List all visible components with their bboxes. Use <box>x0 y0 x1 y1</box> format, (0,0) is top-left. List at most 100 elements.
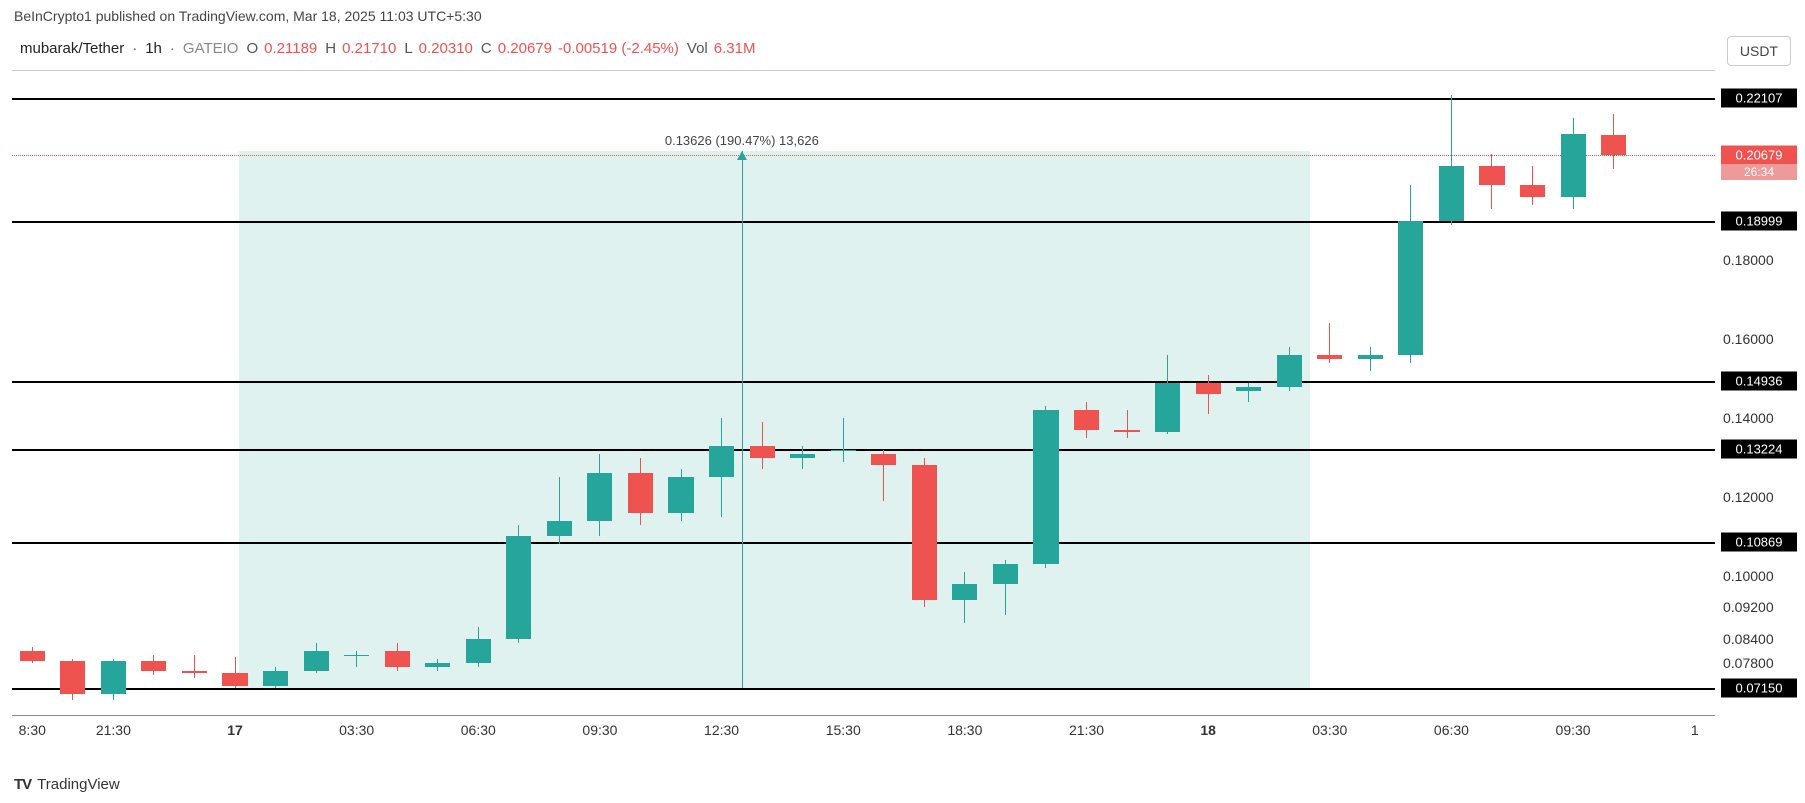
interval[interactable]: 1h <box>145 40 162 57</box>
y-axis-tick: 0.18000 <box>1723 252 1793 268</box>
exchange: GATEIO <box>183 40 239 57</box>
candle-body[interactable] <box>1358 355 1383 359</box>
hline-price-label: 0.13224 <box>1721 439 1797 458</box>
candle-body[interactable] <box>506 536 531 639</box>
l-value: 0.20310 <box>419 40 473 57</box>
horizontal-line[interactable] <box>12 542 1715 544</box>
candle-wick <box>1208 375 1209 414</box>
horizontal-line[interactable] <box>12 449 1715 451</box>
x-axis-tick: 18 <box>1200 722 1216 738</box>
candle-body[interactable] <box>1520 185 1545 197</box>
time-axis[interactable]: 8:3021:301703:3006:3009:3012:3015:3018:3… <box>12 715 1715 743</box>
candle-body[interactable] <box>1398 221 1423 355</box>
c-label: C <box>481 40 492 57</box>
candle-body[interactable] <box>912 465 937 599</box>
chart-pane[interactable]: 0.071500.108690.132240.149360.189990.221… <box>12 70 1715 713</box>
o-value: 0.21189 <box>264 40 317 57</box>
candle-wick <box>802 446 803 470</box>
candle-body[interactable] <box>1479 166 1504 186</box>
candle-body[interactable] <box>1317 355 1342 359</box>
candle-body[interactable] <box>587 473 612 520</box>
tv-logo-icon: TV <box>14 776 31 793</box>
horizontal-line[interactable] <box>12 98 1715 100</box>
hline-price-label: 0.14936 <box>1721 372 1797 391</box>
candle-body[interactable] <box>709 446 734 478</box>
candle-wick <box>194 655 195 679</box>
symbol-legend: mubarak/Tether · 1h · GATEIO O0.21189 H0… <box>20 40 755 57</box>
candle-body[interactable] <box>1236 387 1261 391</box>
x-axis-tick: 15:30 <box>826 722 861 738</box>
candle-body[interactable] <box>831 450 856 451</box>
x-axis-tick: 06:30 <box>1434 722 1469 738</box>
candle-wick <box>843 418 844 461</box>
symbol-name[interactable]: mubarak/Tether <box>20 40 124 57</box>
candle-wick <box>1127 410 1128 438</box>
h-value: 0.21710 <box>342 40 396 57</box>
candle-body[interactable] <box>20 651 45 661</box>
change-value: -0.00519 (-2.45%) <box>558 40 679 57</box>
candle-wick <box>1370 347 1371 371</box>
candle-body[interactable] <box>1601 135 1626 155</box>
candle-body[interactable] <box>790 454 815 458</box>
candle-body[interactable] <box>871 454 896 466</box>
currency-button[interactable]: USDT <box>1727 36 1791 66</box>
x-axis-tick: 8:30 <box>19 722 46 738</box>
candle-body[interactable] <box>1155 383 1180 432</box>
candle-body[interactable] <box>1196 383 1221 395</box>
measure-arrow-head <box>737 151 747 160</box>
hline-price-label: 0.10869 <box>1721 532 1797 551</box>
current-price-label: 0.20679 <box>1721 145 1797 164</box>
candle-body[interactable] <box>141 661 166 671</box>
candle-body[interactable] <box>425 663 450 667</box>
x-axis-tick: 21:30 <box>1069 722 1104 738</box>
x-axis-tick: 06:30 <box>461 722 496 738</box>
candle-body[interactable] <box>466 639 491 663</box>
measure-label: 0.13626 (190.47%) 13,626 <box>665 133 819 148</box>
candle-body[interactable] <box>304 651 329 671</box>
candle-body[interactable] <box>668 477 693 513</box>
horizontal-line[interactable] <box>12 688 1715 690</box>
candle-body[interactable] <box>1439 166 1464 221</box>
measure-arrow <box>742 151 743 689</box>
h-label: H <box>325 40 336 57</box>
horizontal-line[interactable] <box>12 381 1715 383</box>
candle-wick <box>356 651 357 667</box>
horizontal-line[interactable] <box>12 221 1715 223</box>
candle-body[interactable] <box>1561 134 1586 197</box>
candle-body[interactable] <box>1114 430 1139 432</box>
c-value: 0.20679 <box>498 40 552 57</box>
candle-body[interactable] <box>263 671 288 687</box>
x-axis-tick: 17 <box>227 722 243 738</box>
candle-body[interactable] <box>1033 410 1058 564</box>
hline-price-label: 0.18999 <box>1721 211 1797 230</box>
x-axis-tick: 1 <box>1691 722 1699 738</box>
candle-wick <box>1248 383 1249 403</box>
x-axis-tick: 03:30 <box>1312 722 1347 738</box>
candle-body[interactable] <box>952 584 977 600</box>
candle-body[interactable] <box>101 661 126 695</box>
candle-body[interactable] <box>60 661 85 695</box>
y-axis-tick: 0.16000 <box>1723 331 1793 347</box>
hline-price-label: 0.22107 <box>1721 89 1797 108</box>
x-axis-tick: 03:30 <box>339 722 374 738</box>
y-axis-tick: 0.07800 <box>1723 655 1793 671</box>
attribution-text: BeInCrypto1 published on TradingView.com… <box>14 8 482 24</box>
candle-body[interactable] <box>547 521 572 537</box>
l-label: L <box>404 40 412 57</box>
x-axis-tick: 18:30 <box>947 722 982 738</box>
candle-body[interactable] <box>1074 410 1099 430</box>
candle-body[interactable] <box>993 564 1018 584</box>
chart-container: BeInCrypto1 published on TradingView.com… <box>0 0 1805 803</box>
candle-body[interactable] <box>628 473 653 512</box>
candle-body[interactable] <box>222 673 247 687</box>
candle-body[interactable] <box>182 671 207 673</box>
y-axis-tick: 0.09200 <box>1723 599 1793 615</box>
countdown-label: 26:34 <box>1721 164 1797 180</box>
candle-body[interactable] <box>385 651 410 667</box>
candle-body[interactable] <box>344 655 369 656</box>
x-axis-tick: 09:30 <box>582 722 617 738</box>
candle-body[interactable] <box>750 446 775 458</box>
x-axis-tick: 09:30 <box>1556 722 1591 738</box>
vol-value: 6.31M <box>714 40 756 57</box>
candle-body[interactable] <box>1277 355 1302 387</box>
